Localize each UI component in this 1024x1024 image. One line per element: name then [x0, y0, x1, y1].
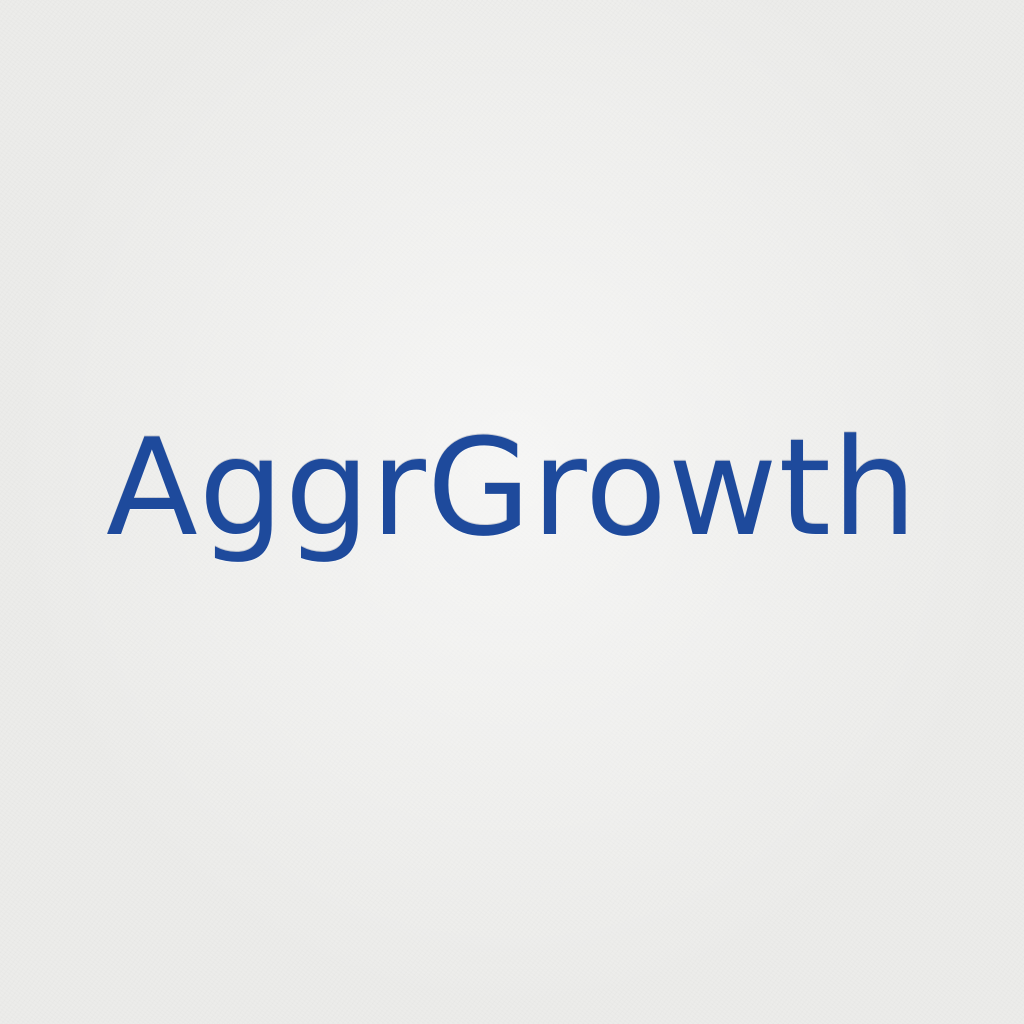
logo-wordmark: AggrGrowth	[106, 410, 918, 566]
